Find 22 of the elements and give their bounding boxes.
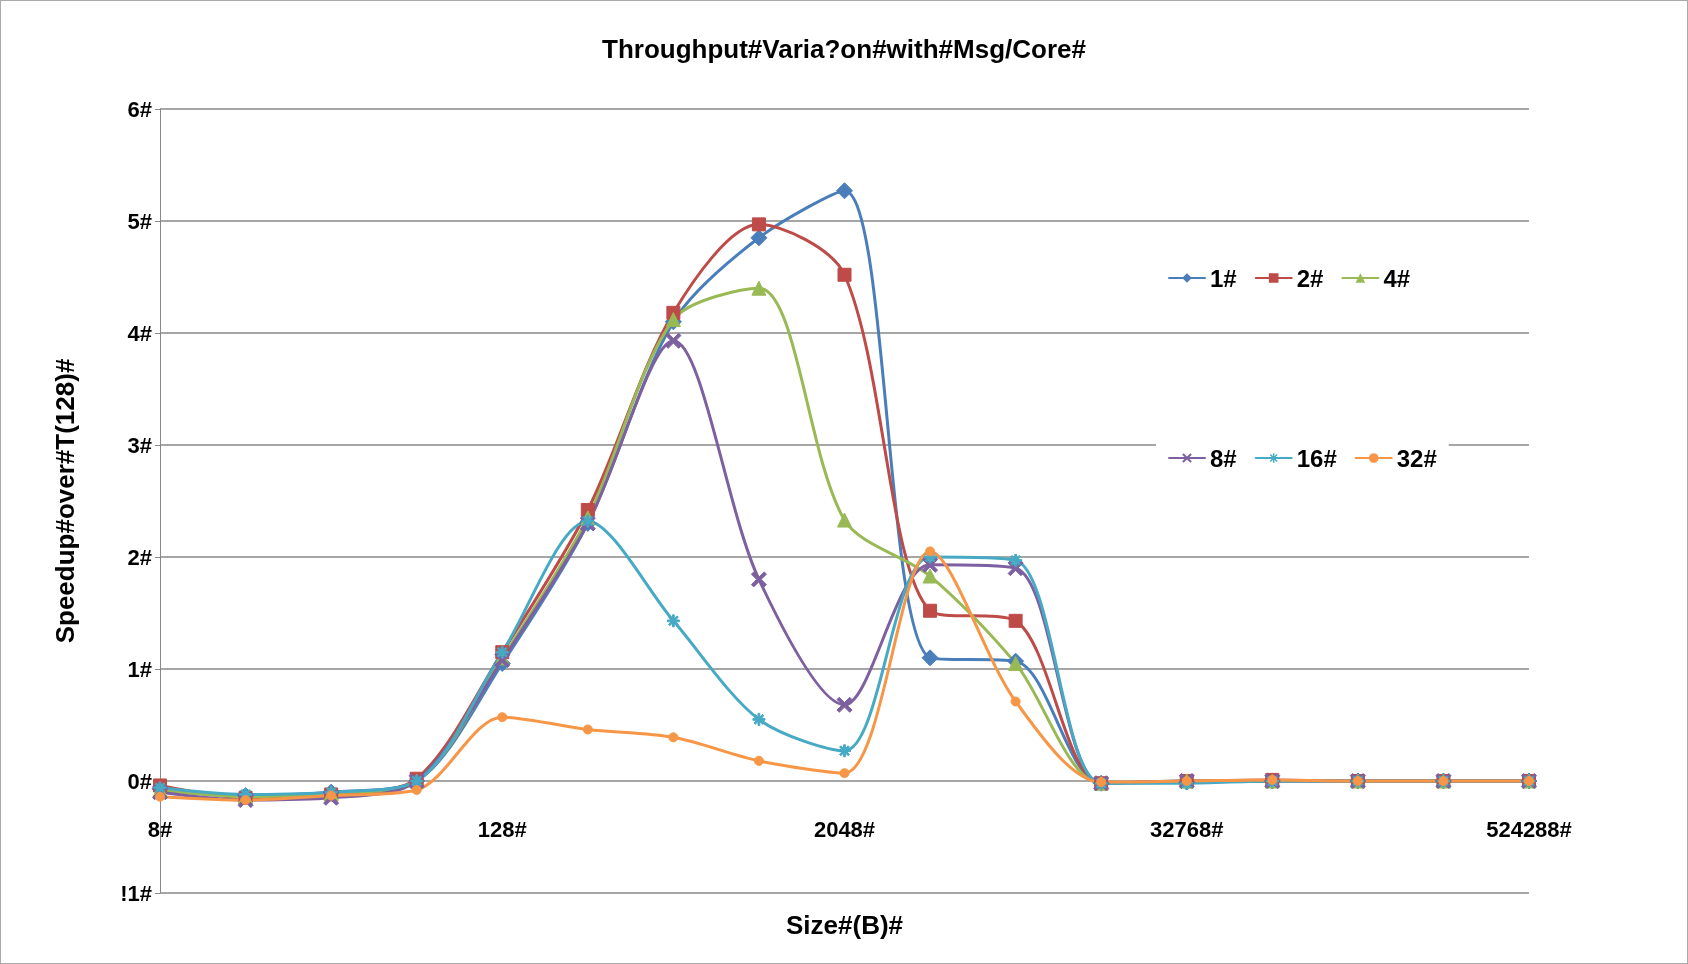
y-tick-label: 0# — [127, 768, 152, 794]
legend-label: 4# — [1383, 264, 1411, 292]
y-tick-label: !1# — [120, 880, 152, 906]
x-tick-label: 32768# — [1150, 816, 1224, 842]
legend-label: 16# — [1296, 444, 1337, 472]
y-tick-label: 3# — [127, 432, 152, 458]
y-tick-label: 5# — [127, 208, 152, 234]
x-tick-label: 2048# — [813, 816, 876, 842]
legend-label: 2# — [1296, 264, 1324, 292]
legend-label: 32# — [1396, 444, 1437, 472]
y-axis-title: Speedup#over#T(128)# — [50, 358, 80, 644]
chart-title: Throughput#Varia?on#with#Msg/Core# — [602, 34, 1087, 64]
y-tick-label: 2# — [127, 544, 152, 570]
x-tick-label: 524288# — [1486, 816, 1572, 842]
y-tick-label: 1# — [127, 656, 152, 682]
x-axis-title: Size#(B)# — [785, 910, 904, 940]
x-tick-label: 8# — [147, 816, 173, 842]
y-tick-label: 4# — [127, 320, 152, 346]
legend-label: 8# — [1210, 444, 1237, 472]
x-tick-label: 128# — [477, 816, 527, 842]
y-tick-label: 6# — [127, 96, 152, 122]
legend-label: 1# — [1210, 264, 1237, 292]
